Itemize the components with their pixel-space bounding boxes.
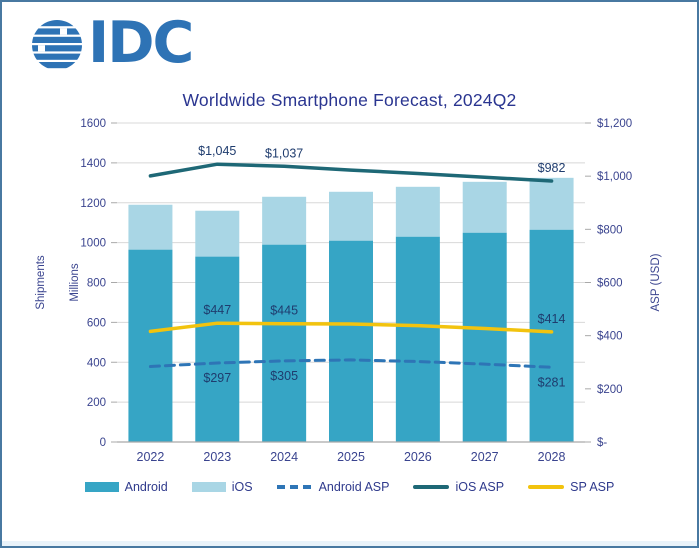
- left-axis-tick-label: 200: [87, 397, 106, 409]
- line-sp-asp: [148, 321, 554, 334]
- bar-android-2023: [195, 256, 240, 442]
- legend-item-android-asp: Android ASP: [276, 480, 390, 494]
- right-axis-tick-label: $1,000: [597, 171, 632, 183]
- legend-label: iOS: [231, 480, 253, 494]
- left-axis-tick-label: 0: [100, 437, 106, 449]
- bar-android-2027: [462, 232, 507, 442]
- right-axis-tick-label: $1,200: [597, 118, 632, 130]
- data-label: $445: [270, 304, 298, 318]
- legend-item-ios: iOS: [191, 480, 253, 494]
- chart-title: Worldwide Smartphone Forecast, 2024Q2: [182, 90, 517, 110]
- right-axis-tick-label: $800: [597, 224, 623, 236]
- bar-ios-2026: [395, 186, 440, 237]
- right-axis-tick-label: $600: [597, 278, 623, 290]
- left-axis-tick-label: 400: [87, 357, 106, 369]
- idc-logo-text: IDC: [88, 10, 194, 76]
- x-axis-label: 2025: [337, 450, 365, 464]
- x-axis-label: 2027: [471, 450, 499, 464]
- chart-legend: Android iOS Android ASP iOS ASP SP ASP: [2, 480, 697, 494]
- line-ios-asp: [148, 162, 554, 183]
- left-axis-tick-label: 1000: [80, 238, 106, 250]
- bar-android-2022: [128, 249, 173, 442]
- right-axis-tick-label: $400: [597, 331, 623, 343]
- bar-android-2026: [395, 236, 440, 442]
- legend-swatch-line: [528, 485, 565, 489]
- bar-ios-2023: [195, 210, 240, 257]
- x-axis-label: 2023: [203, 450, 231, 464]
- data-label: $1,037: [265, 146, 303, 160]
- data-label: $982: [538, 161, 566, 175]
- right-axis-tick-label: $200: [597, 384, 623, 396]
- data-label: $281: [538, 375, 566, 389]
- legend-label: SP ASP: [570, 480, 615, 494]
- left-axis-tick-label: 600: [87, 317, 106, 329]
- legend-label: Android ASP: [318, 480, 390, 494]
- legend-swatch-line: [413, 485, 450, 489]
- legend-label: Android: [124, 480, 168, 494]
- left-axis-tick-label: 800: [87, 278, 106, 290]
- bar-ios-2028: [529, 177, 574, 230]
- x-axis-label: 2028: [538, 450, 566, 464]
- bar-android-2028: [529, 229, 574, 442]
- left-axis-tick-label: 1200: [80, 198, 106, 210]
- bar-android-2025: [329, 240, 373, 442]
- left-axis-tick-label: 1400: [80, 158, 106, 170]
- data-label: $447: [203, 303, 231, 317]
- legend-swatch-rect: [84, 482, 119, 492]
- left-axis-tick-label: 1600: [80, 118, 106, 130]
- data-label: $414: [538, 312, 566, 326]
- legend-swatch-rect: [191, 482, 226, 492]
- data-label: $297: [203, 371, 231, 385]
- legend-item-ios-asp: iOS ASP: [413, 480, 504, 494]
- legend-label: iOS ASP: [455, 480, 505, 494]
- right-axis-title: ASP (USD): [650, 253, 662, 311]
- line-android-asp: [148, 358, 554, 369]
- left-axis-title-millions: Millions: [69, 263, 81, 302]
- bar-android-2024: [262, 244, 307, 442]
- idc-globe-icon: [32, 20, 82, 69]
- bar-ios-2025: [329, 191, 373, 241]
- bar-ios-2022: [128, 204, 173, 250]
- legend-item-sp-asp: SP ASP: [528, 480, 614, 494]
- right-axis-tick-label: $-: [597, 437, 607, 449]
- bottom-accent-band: [2, 541, 697, 546]
- x-axis-label: 2022: [137, 450, 165, 464]
- left-axis-title-shipments: Shipments: [35, 255, 47, 310]
- x-axis-label: 2024: [270, 450, 298, 464]
- bar-ios-2024: [262, 196, 307, 245]
- legend-item-android: Android: [84, 480, 168, 494]
- legend-swatch-dash: [276, 485, 313, 489]
- x-axis-label: 2026: [404, 450, 432, 464]
- idc-logo: IDC: [30, 10, 210, 80]
- bar-ios-2027: [462, 181, 507, 233]
- data-label: $1,045: [198, 144, 236, 158]
- data-label: $305: [270, 369, 298, 383]
